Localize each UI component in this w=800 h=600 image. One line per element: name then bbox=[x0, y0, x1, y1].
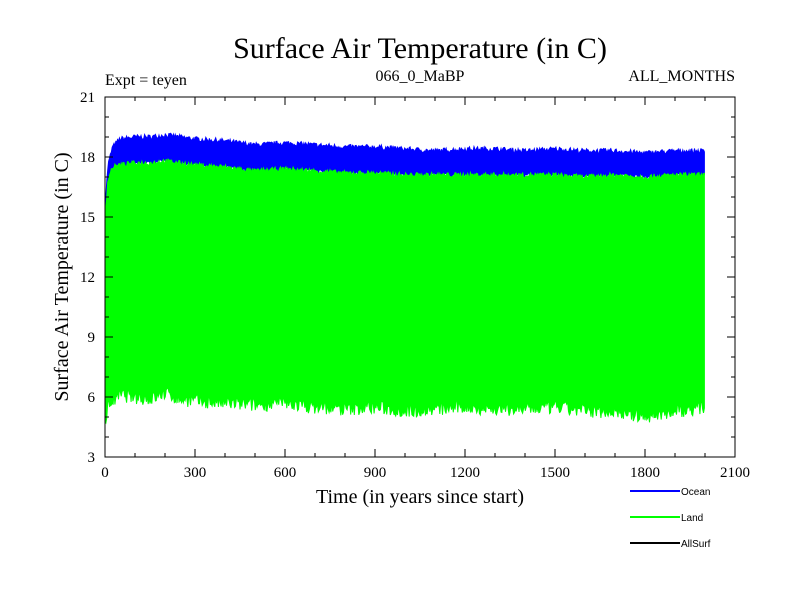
legend-label-ocean: Ocean bbox=[681, 487, 710, 498]
y-tick-label: 12 bbox=[80, 270, 95, 286]
legend-label-allsurf: AllSurf bbox=[681, 539, 711, 550]
x-tick-label: 1800 bbox=[630, 465, 660, 481]
legend-label-land: Land bbox=[681, 513, 703, 524]
x-axis-label: Time (in years since start) bbox=[316, 486, 524, 508]
y-tick-label: 18 bbox=[80, 150, 95, 166]
x-tick-label: 900 bbox=[364, 465, 387, 481]
x-tick-label: 300 bbox=[184, 465, 207, 481]
chart-title: Surface Air Temperature (in C) bbox=[233, 32, 607, 65]
y-tick-label: 21 bbox=[80, 90, 95, 106]
x-tick-label: 2100 bbox=[720, 465, 750, 481]
y-tick-label: 6 bbox=[88, 390, 96, 406]
x-axis-ticks: 0 300 600 900 1200 1500 1800 2100 bbox=[101, 97, 750, 481]
x-tick-label: 1500 bbox=[540, 465, 570, 481]
y-axis-label: Surface Air Temperature (in C) bbox=[51, 152, 73, 401]
series-land-band bbox=[104, 158, 705, 425]
x-tick-label: 1200 bbox=[450, 465, 480, 481]
x-tick-label: 600 bbox=[274, 465, 297, 481]
legend: Ocean Land AllSurf bbox=[630, 487, 711, 550]
months-label: ALL_MONTHS bbox=[628, 68, 735, 85]
period-label: 066_0_MaBP bbox=[376, 68, 465, 85]
y-tick-label: 15 bbox=[80, 210, 95, 226]
experiment-label: Expt = teyen bbox=[105, 72, 187, 89]
plot-series bbox=[104, 132, 705, 425]
y-axis-ticks: 3 6 9 12 15 18 21 bbox=[80, 90, 735, 466]
x-tick-label: 0 bbox=[101, 465, 109, 481]
y-tick-label: 9 bbox=[88, 330, 96, 346]
y-tick-label: 3 bbox=[88, 450, 96, 466]
